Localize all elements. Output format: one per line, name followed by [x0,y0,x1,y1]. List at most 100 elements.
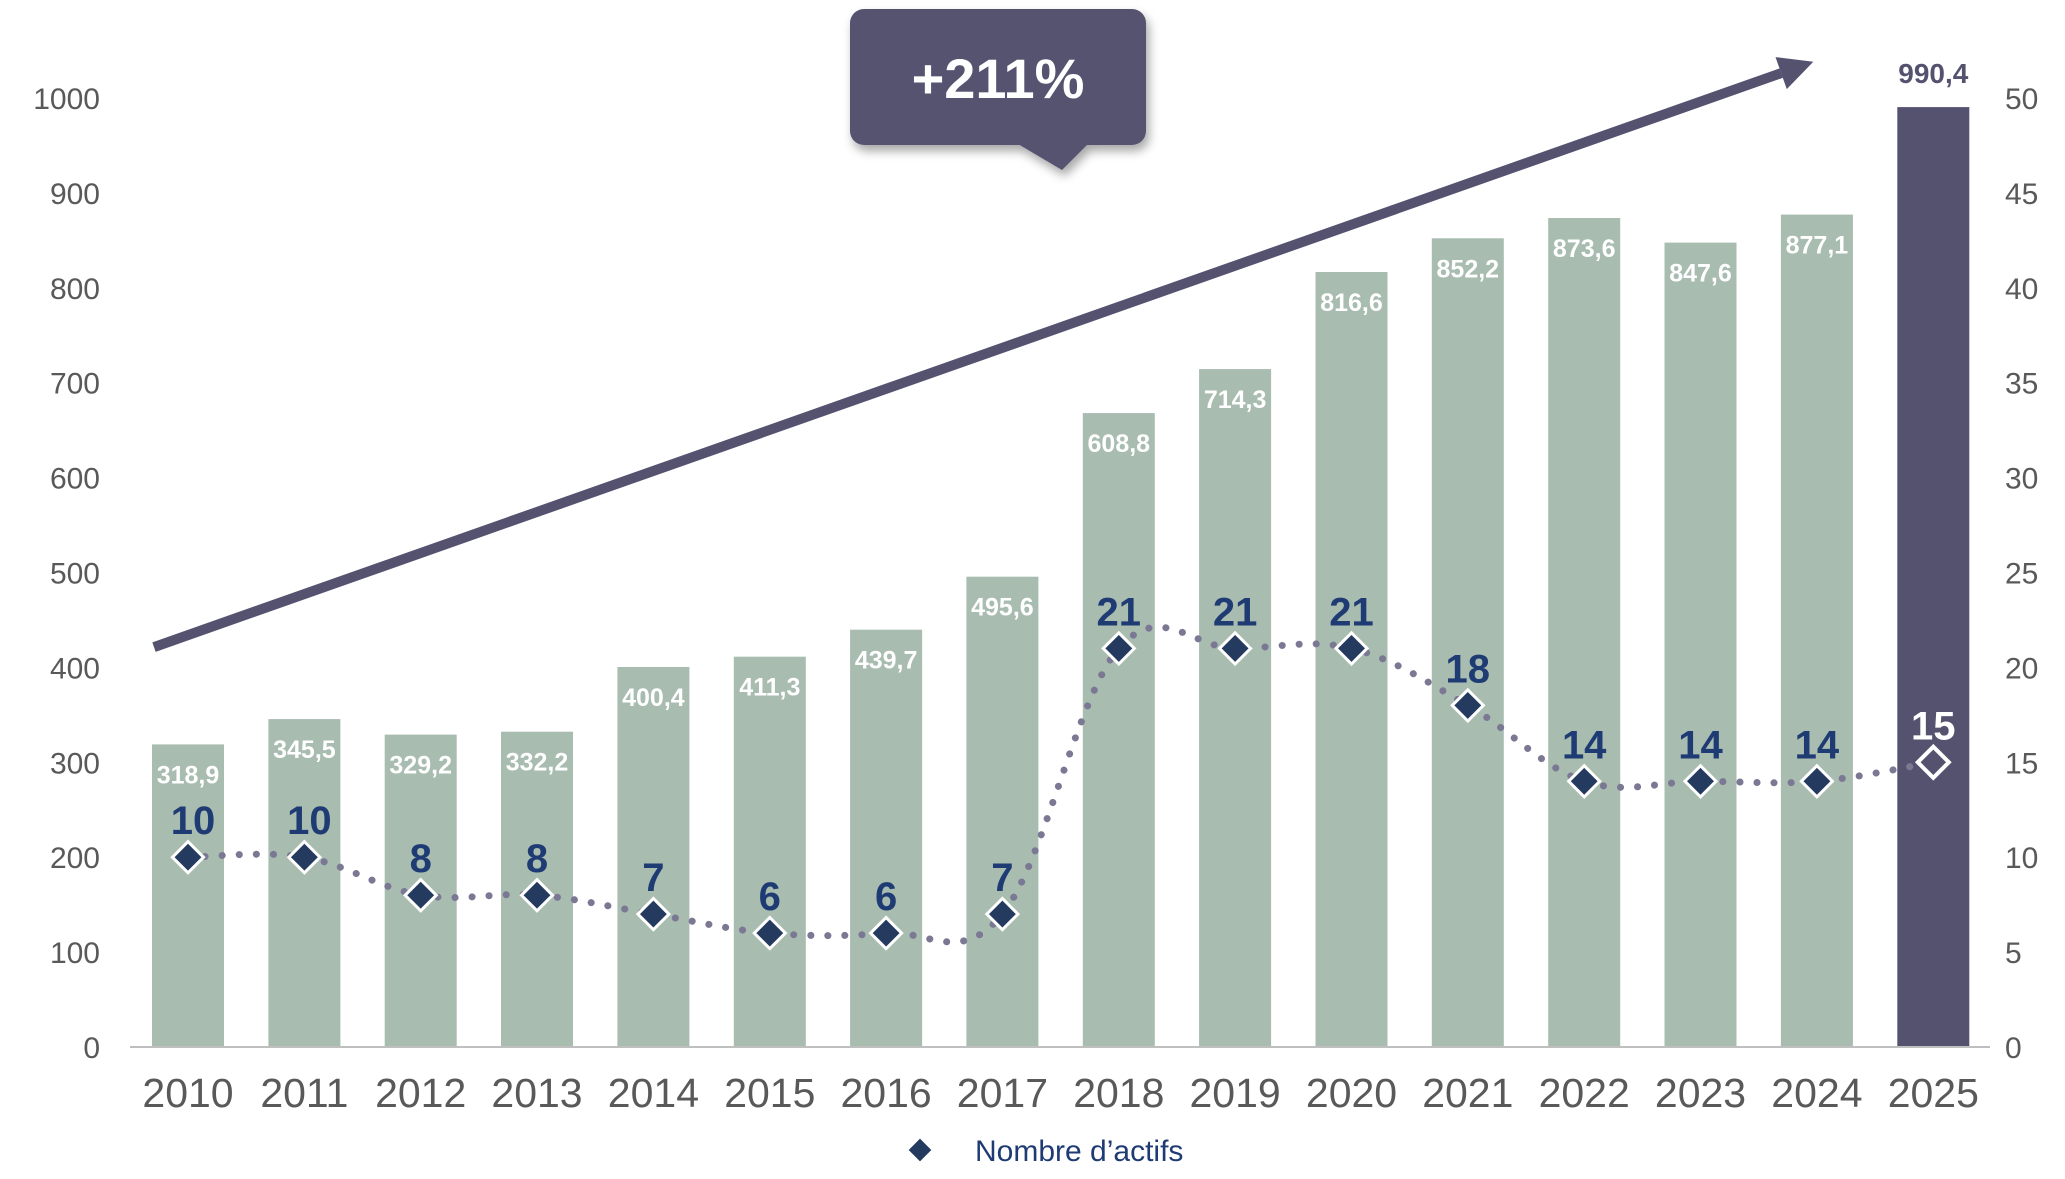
bar-2022 [1548,218,1621,1047]
y-right-tick-label: 0 [2005,1032,2022,1065]
bar-2014 [617,667,690,1047]
bar-2015 [733,656,806,1047]
trend-arrow-head [1775,57,1814,90]
count-value-label-2014: 7 [642,856,664,900]
bar-value-label-2022: 873,6 [1553,235,1616,263]
bar-value-label-2020: 816,6 [1320,289,1383,317]
x-tick-label-2023: 2023 [1655,1070,1746,1116]
callout-box [850,9,1146,145]
count-value-label-2023: 14 [1678,723,1723,767]
bar-value-label-2012: 329,2 [389,752,452,780]
bar-value-label-2024: 877,1 [1786,232,1849,260]
legend-marker-icon [908,1138,932,1162]
bar-2010 [152,744,224,1047]
count-value-label-2022: 14 [1562,723,1607,767]
y-left-tick-label: 800 [50,273,100,306]
bar-value-label-2011: 345,5 [273,736,336,764]
x-tick-label-2011: 2011 [260,1070,348,1116]
bar-2025 [1897,107,1970,1048]
x-tick-label-2016: 2016 [840,1070,931,1116]
count-value-label-2021: 18 [1446,647,1491,691]
bar-value-label-2025: 990,4 [1898,58,1968,89]
x-tick-label-2010: 2010 [142,1070,233,1116]
count-marker-2021 [1450,687,1486,724]
callout-bubble [850,9,1146,170]
bar-2023 [1664,242,1737,1048]
count-marker-2015 [752,915,788,951]
count-marker-2019 [1217,630,1253,667]
y-right-tick-label: 45 [2005,178,2038,211]
callout-text: +211% [912,47,1085,110]
y-left-tick-label: 300 [50,747,100,780]
count-marker-2012 [403,877,439,913]
count-marker-2025 [1914,743,1952,781]
y-right-tick-label: 50 [2005,83,2038,116]
count-marker-2023 [1682,763,1719,799]
y-left-tick-label: 900 [50,178,100,211]
count-value-label-2012: 8 [410,837,432,881]
x-tick-label-2021: 2021 [1422,1070,1513,1116]
callout-pointer [1018,144,1088,170]
line-layer [170,623,1952,951]
count-value-label-2013: 8 [526,837,548,881]
count-marker-2016 [868,915,904,951]
bar-2024 [1780,214,1853,1048]
x-tick-label-2020: 2020 [1306,1070,1397,1116]
count-marker-2022 [1566,763,1602,799]
count-value-label-2010: 10 [171,799,216,843]
x-tick-label-2018: 2018 [1073,1070,1164,1116]
count-marker-2013 [519,877,555,913]
x-tick-label-2025: 2025 [1888,1070,1979,1116]
y-right-tick-label: 30 [2005,463,2038,496]
legend-entry-label: Nombre d’actifs [975,1135,1183,1168]
count-value-label-2024: 14 [1795,723,1840,767]
count-marker-2024 [1799,763,1835,799]
count-value-label-2016: 6 [875,875,897,919]
y-left-tick-label: 600 [50,463,100,496]
bar-value-label-2015: 411,3 [739,674,800,702]
x-tick-label-2024: 2024 [1771,1070,1862,1116]
y-right-tick-label: 10 [2005,842,2038,875]
count-marker-2014 [635,896,672,932]
labels-layer: 318,9 345,5 329,2 332,2 400,4 411,3 439,7 495,6… [157,58,1969,919]
callout-layer: +211% [850,9,1146,170]
count-marker-2011 [286,839,323,875]
bar-2019 [1199,369,1272,1048]
y-left-tick-label: 400 [50,652,100,685]
y-left-tick-label: 1000 [33,83,100,116]
count-series-line [184,623,1937,946]
bar-2021 [1431,238,1504,1048]
bar-value-label-2016: 439,7 [855,647,918,675]
trend-arrow-layer [152,57,1814,652]
bar-2016 [850,629,923,1047]
count-value-label-2017: 7 [991,856,1013,900]
count-value-label-2018: 21 [1097,590,1142,634]
y-right-tick-label: 35 [2005,368,2038,401]
bars-layer [152,107,1970,1048]
y-right-tick-label: 20 [2005,652,2038,685]
bar-value-label-2019: 714,3 [1204,386,1267,414]
x-tick-label-2022: 2022 [1539,1070,1630,1116]
count-value-label-2020: 21 [1329,590,1374,634]
y-left-tick-label: 700 [50,368,100,401]
count-marker-2020 [1333,630,1370,667]
x-tick-label-2013: 2013 [491,1070,582,1116]
count-value-label-2025: 15 [1911,704,1956,748]
axes-layer: 0 100 200 300 400 500 600 700 800 900 1000 0 5 10 15 20… [33,83,2038,1116]
count-marker-2017 [984,896,1021,932]
x-tick-label-2019: 2019 [1189,1070,1280,1116]
count-value-label-2011: 10 [287,799,332,843]
count-value-label-2019: 21 [1213,590,1258,634]
y-left-tick-label: 100 [50,937,100,970]
y-left-tick-label: 500 [50,558,100,591]
bar-2017 [966,576,1039,1047]
y-left-tick-label: 200 [50,842,100,875]
count-marker-2010 [170,839,206,875]
x-tick-label-2017: 2017 [957,1070,1048,1116]
count-marker-2018 [1101,630,1137,667]
bar-value-label-2023: 847,6 [1669,260,1732,288]
count-value-label-2015: 6 [759,875,781,919]
bar-2011 [268,719,341,1047]
